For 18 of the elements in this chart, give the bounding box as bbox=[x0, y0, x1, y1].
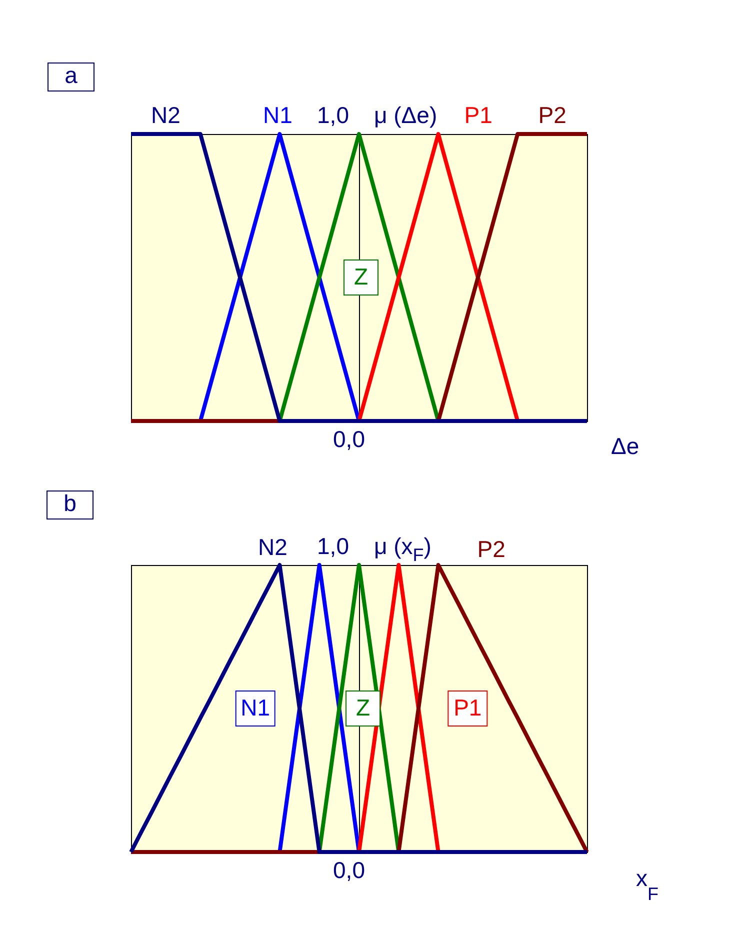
chart-title: a bbox=[64, 62, 78, 88]
text: 0,0 bbox=[333, 426, 365, 452]
series-label: N2 bbox=[258, 534, 288, 560]
series-label: P2 bbox=[538, 102, 566, 128]
text: 0,0 bbox=[333, 857, 365, 883]
series-label: P2 bbox=[477, 536, 506, 562]
series-label: P1 bbox=[464, 102, 492, 128]
chart-title: b bbox=[64, 490, 76, 516]
series-label: N1 bbox=[262, 102, 292, 128]
series-label: N1 bbox=[240, 694, 270, 720]
series-label: N2 bbox=[150, 102, 180, 128]
series-label: Z bbox=[356, 694, 370, 720]
series-label: Z bbox=[354, 264, 368, 290]
x-axis-title: Δe bbox=[611, 433, 640, 459]
text: 1,0 bbox=[317, 533, 349, 559]
y-axis-title: μ (Δe) bbox=[374, 102, 438, 128]
series-label: P1 bbox=[454, 694, 482, 720]
text: 1,0 bbox=[317, 102, 349, 128]
